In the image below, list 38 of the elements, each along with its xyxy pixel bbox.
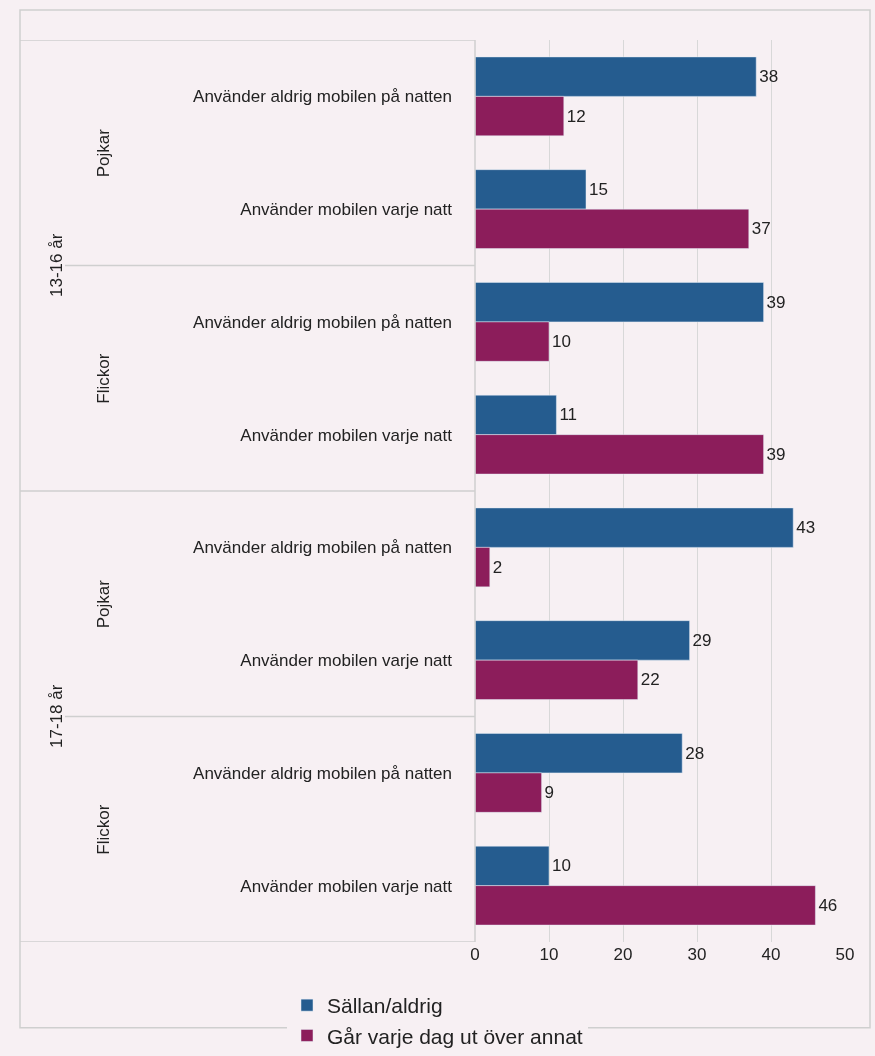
y-tick-label: Använder aldrig mobilen på natten xyxy=(193,87,452,107)
x-tick-label: 30 xyxy=(687,945,707,964)
data-label: 9 xyxy=(544,783,555,803)
x-tick-label: 0 xyxy=(470,945,480,964)
y-tick-label: Använder aldrig mobilen på natten xyxy=(193,538,452,558)
x-tick-label: 40 xyxy=(761,945,781,964)
data-label: 12 xyxy=(566,106,586,126)
y-tick-label: Använder mobilen varje natt xyxy=(240,651,453,671)
data-label: 38 xyxy=(759,67,779,87)
data-label: 39 xyxy=(766,292,786,312)
data-label: 11 xyxy=(559,405,578,425)
data-label: 10 xyxy=(552,332,571,352)
text: Pojkar xyxy=(93,128,113,178)
y-tick-label: Använder aldrig mobilen på natten xyxy=(193,763,452,783)
text: Flickor xyxy=(94,804,114,855)
data-label: 10 xyxy=(552,856,571,876)
y-tick-label: Använder mobilen varje natt xyxy=(240,200,453,220)
text: Pojkar xyxy=(93,579,113,629)
text: 17-18 år xyxy=(47,684,66,748)
data-label: 39 xyxy=(766,444,786,464)
data-label: 2 xyxy=(492,557,503,577)
data-label: 46 xyxy=(818,895,838,915)
x-tick-label: 50 xyxy=(835,945,855,964)
data-label: 37 xyxy=(751,219,771,239)
legend-label: Sällan/aldrig xyxy=(327,994,443,1018)
data-label: 22 xyxy=(640,670,660,690)
data-label: 28 xyxy=(685,743,705,763)
y-tick-label: Använder mobilen varje natt xyxy=(240,425,453,445)
data-label: 15 xyxy=(589,179,608,199)
x-tick-label: 20 xyxy=(613,945,633,964)
y-tick-label: Använder mobilen varje natt xyxy=(240,876,453,896)
text: 13-16 år xyxy=(47,233,66,297)
y-tick-label: Använder aldrig mobilen på natten xyxy=(193,312,452,332)
data-label: 29 xyxy=(692,630,712,650)
data-label: 43 xyxy=(796,518,816,538)
text: Flickor xyxy=(94,353,114,404)
legend-label: Går varje dag ut över annat xyxy=(327,1024,583,1048)
x-tick-label: 10 xyxy=(539,945,559,964)
